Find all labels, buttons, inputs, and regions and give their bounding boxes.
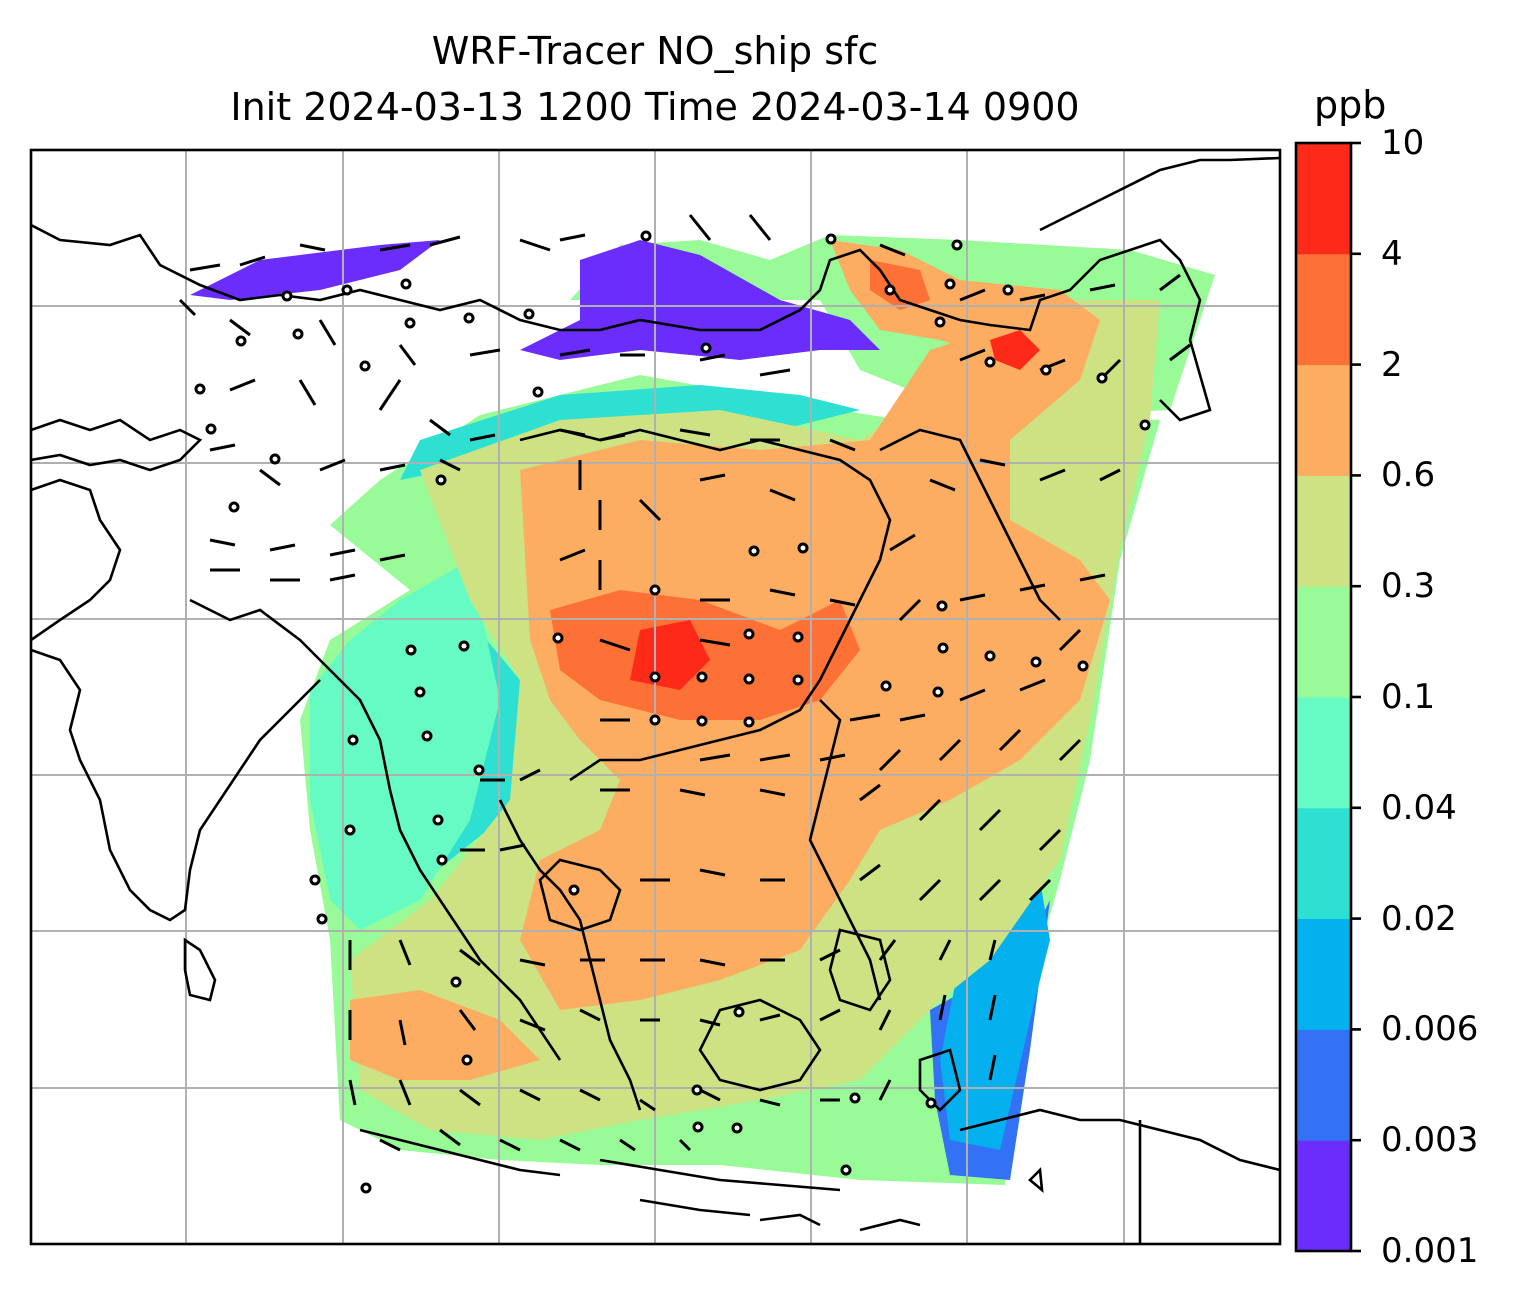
colorbar-tick-label: 0.3 xyxy=(1381,566,1436,607)
gridlines xyxy=(31,150,1280,1244)
colorbar-unit-label: ppb xyxy=(1314,83,1387,127)
coastlines xyxy=(31,156,1280,1244)
colorbar-tick-label: 10 xyxy=(1381,123,1425,163)
colorbar xyxy=(1294,141,1361,1253)
field-level-red-2 xyxy=(990,330,1040,370)
colorbar-tick-label: 0.1 xyxy=(1381,677,1436,717)
wind-barbs xyxy=(178,214,1191,1152)
colorbar-tick-label: 0.003 xyxy=(1381,1120,1479,1161)
colorbar-segment xyxy=(1296,697,1351,809)
field-level-blue xyxy=(190,240,440,300)
field-level-red xyxy=(630,620,710,690)
colorbar-tick-label: 4 xyxy=(1381,233,1403,274)
colorbar-segment xyxy=(1296,475,1351,587)
colorbar-segment xyxy=(1296,807,1351,920)
calm-markers xyxy=(194,230,1151,1194)
colorbar-tick-label: 0.006 xyxy=(1381,1009,1479,1050)
field-level-aqua-west xyxy=(310,560,500,930)
colorbar-tick-label: 0.001 xyxy=(1381,1231,1479,1271)
field-level-redorange-2 xyxy=(870,260,930,310)
colorbar-segment xyxy=(1296,253,1351,366)
map-title-line2: Init 2024-03-13 1200 Time 2024-03-14 090… xyxy=(230,85,1080,129)
colorbar-tick-label: 0.02 xyxy=(1381,898,1457,939)
map-title-line1: WRF-Tracer NO_ship sfc xyxy=(431,29,879,73)
field-level-blue-2 xyxy=(520,240,880,360)
colorbar-segment xyxy=(1296,918,1351,1030)
field-level-cyan-north xyxy=(400,385,860,480)
colorbar-segment xyxy=(1296,1029,1351,1141)
map-frame xyxy=(29,148,1282,1246)
colorbar-tick-label: 0.04 xyxy=(1381,787,1457,828)
colorbar-segment xyxy=(1296,364,1351,476)
field-level-orange-south xyxy=(350,990,540,1080)
colorbar-segment xyxy=(1296,1140,1351,1252)
colorbar-segment xyxy=(1296,143,1351,255)
colorbar-tick-label: 0.6 xyxy=(1381,455,1436,496)
colorbar-segment xyxy=(1296,586,1351,698)
colorbar-tick-label: 2 xyxy=(1381,344,1403,385)
